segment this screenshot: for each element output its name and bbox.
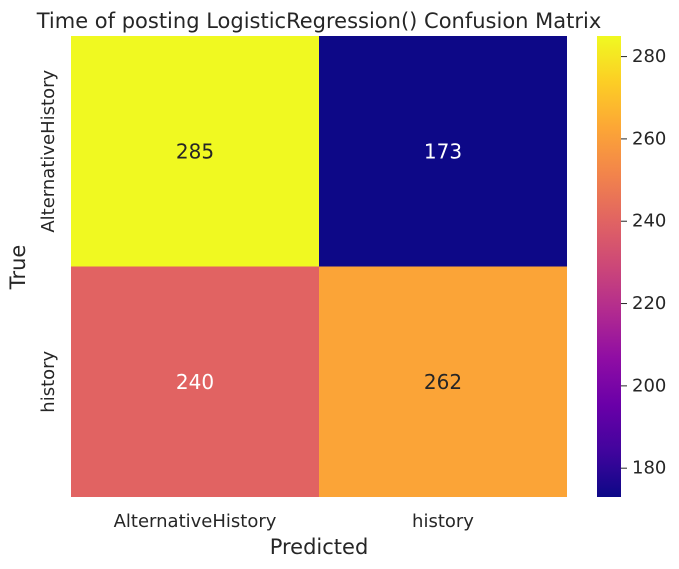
x-tick-label: AlternativeHistory [114,511,277,532]
chart-title: Time of posting LogisticRegression() Con… [36,9,602,33]
heatmap-cell [319,36,567,267]
heatmap-cell [71,266,319,497]
x-tick-label: history [412,511,474,532]
heatmap-annotations: 285 173 240 262 [176,139,462,394]
colorbar-tick-label: 240 [632,211,666,232]
colorbar-tick-label: 200 [632,375,666,396]
heatmap-grid [71,36,567,497]
colorbar-tick-label: 220 [632,293,666,314]
colorbar-tick-label: 180 [632,458,666,479]
y-tick-label: history [38,350,59,412]
cell-value-label: 262 [424,370,462,394]
heatmap-cell [71,36,319,267]
heatmap-cell [319,266,567,497]
y-axis-ticks: AlternativeHistory history [38,70,59,413]
y-axis-title: True [6,245,30,291]
x-axis-ticks: AlternativeHistory history [114,511,475,532]
x-axis-title: Predicted [270,535,369,559]
colorbar [597,36,621,497]
cell-value-label: 173 [424,139,462,163]
cell-value-label: 240 [176,370,214,394]
y-tick-label: AlternativeHistory [38,70,59,233]
colorbar-ticks: 180 200 220 240 260 280 [621,46,666,479]
colorbar-tick-label: 260 [632,128,666,149]
colorbar-tick-label: 280 [632,46,666,67]
cell-value-label: 285 [176,139,214,163]
